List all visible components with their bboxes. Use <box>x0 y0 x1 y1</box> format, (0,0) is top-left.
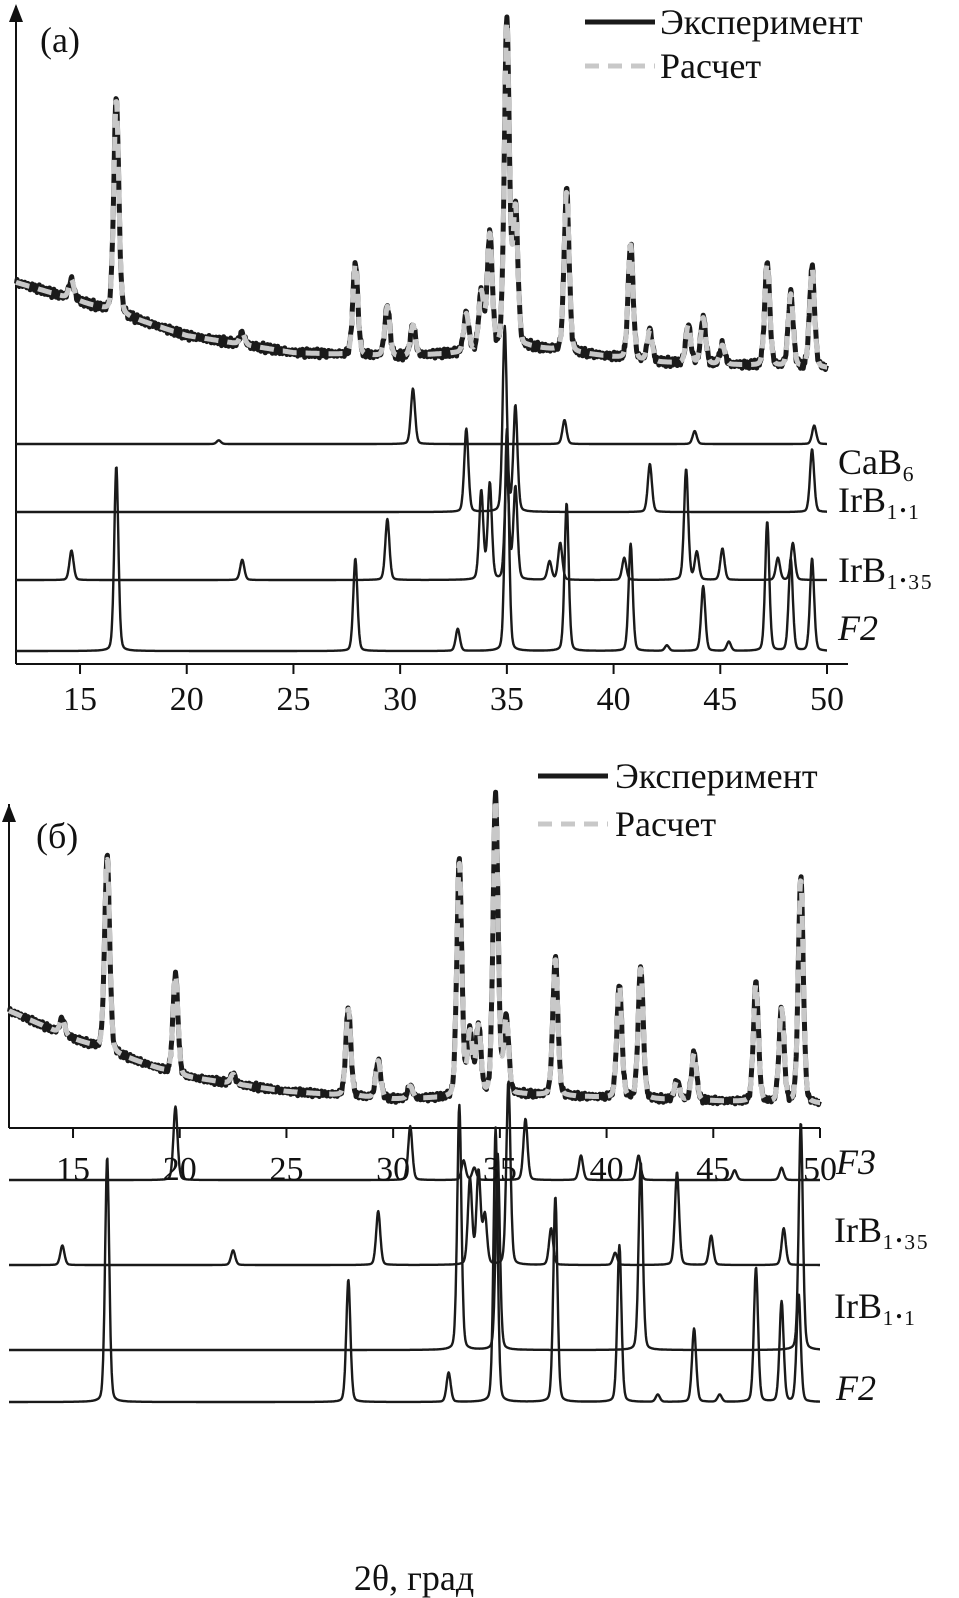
x-tick-label: 40 <box>597 681 631 718</box>
x-tick-label: 20 <box>170 681 204 718</box>
legend-experiment-label: Эксперимент <box>615 756 818 796</box>
phase-label: F3 <box>835 1142 876 1182</box>
legend: Эксперимент Расчет <box>538 756 818 844</box>
x-tick-label: 50 <box>803 1151 837 1188</box>
x-tick-label: 35 <box>483 1151 517 1188</box>
calculated-pattern <box>14 19 829 370</box>
phase-pattern <box>8 1080 821 1267</box>
x-tick-label: 15 <box>63 681 97 718</box>
phase-pattern <box>15 465 828 582</box>
x-ticks: 15 20 25 30 35 40 45 50 <box>56 1128 837 1188</box>
x-axis-title: 2θ, град <box>354 1558 474 1598</box>
phase-label: F2 <box>835 1368 876 1408</box>
phase-pattern <box>8 1105 821 1182</box>
panel-a: (а) Эксперимент Расчет CaB₆ IrB₁.₁ IrB₁.… <box>9 2 933 718</box>
phase-patterns <box>15 324 828 653</box>
legend: Эксперимент Расчет <box>585 2 863 86</box>
x-tick-label: 20 <box>163 1151 197 1188</box>
phase-pattern <box>8 1126 821 1404</box>
y-axis-arrow <box>2 804 16 822</box>
y-axis-arrow <box>9 4 23 22</box>
phase-patterns <box>8 1080 821 1404</box>
legend-calculated-label: Расчет <box>660 46 761 86</box>
phase-label: IrB₁.₁ <box>834 1286 916 1326</box>
x-ticks: 15 20 25 30 35 40 45 50 <box>63 664 844 718</box>
x-tick-label: 50 <box>810 681 844 718</box>
x-tick-label: 45 <box>703 681 737 718</box>
phase-label: CaB₆ <box>838 442 915 482</box>
phase-label: IrB₁.₃₅ <box>834 1210 929 1250</box>
x-tick-label: 30 <box>376 1151 410 1188</box>
x-tick-label: 40 <box>590 1151 624 1188</box>
phase-pattern <box>15 387 828 446</box>
calculated-pattern <box>7 796 822 1106</box>
phase-pattern <box>8 1103 821 1352</box>
x-tick-label: 25 <box>269 1151 303 1188</box>
phase-pattern <box>15 324 828 514</box>
phase-label: F2 <box>837 608 878 648</box>
legend-calculated-label: Расчет <box>615 804 716 844</box>
x-tick-label: 35 <box>490 681 524 718</box>
panel-b: (б) Эксперимент Расчет F3 IrB₁.₃₅ IrB₁.₁… <box>2 756 929 1598</box>
phase-label: IrB₁.₃₅ <box>838 550 933 590</box>
legend-experiment-label: Эксперимент <box>660 2 863 42</box>
x-tick-label: 30 <box>383 681 417 718</box>
phase-label: IrB₁.₁ <box>838 480 920 520</box>
panel-label: (а) <box>40 20 80 60</box>
x-tick-label: 15 <box>56 1151 90 1188</box>
phase-pattern <box>15 427 828 653</box>
x-tick-label: 25 <box>276 681 310 718</box>
x-tick-label: 45 <box>696 1151 730 1188</box>
panel-label: (б) <box>36 816 78 856</box>
